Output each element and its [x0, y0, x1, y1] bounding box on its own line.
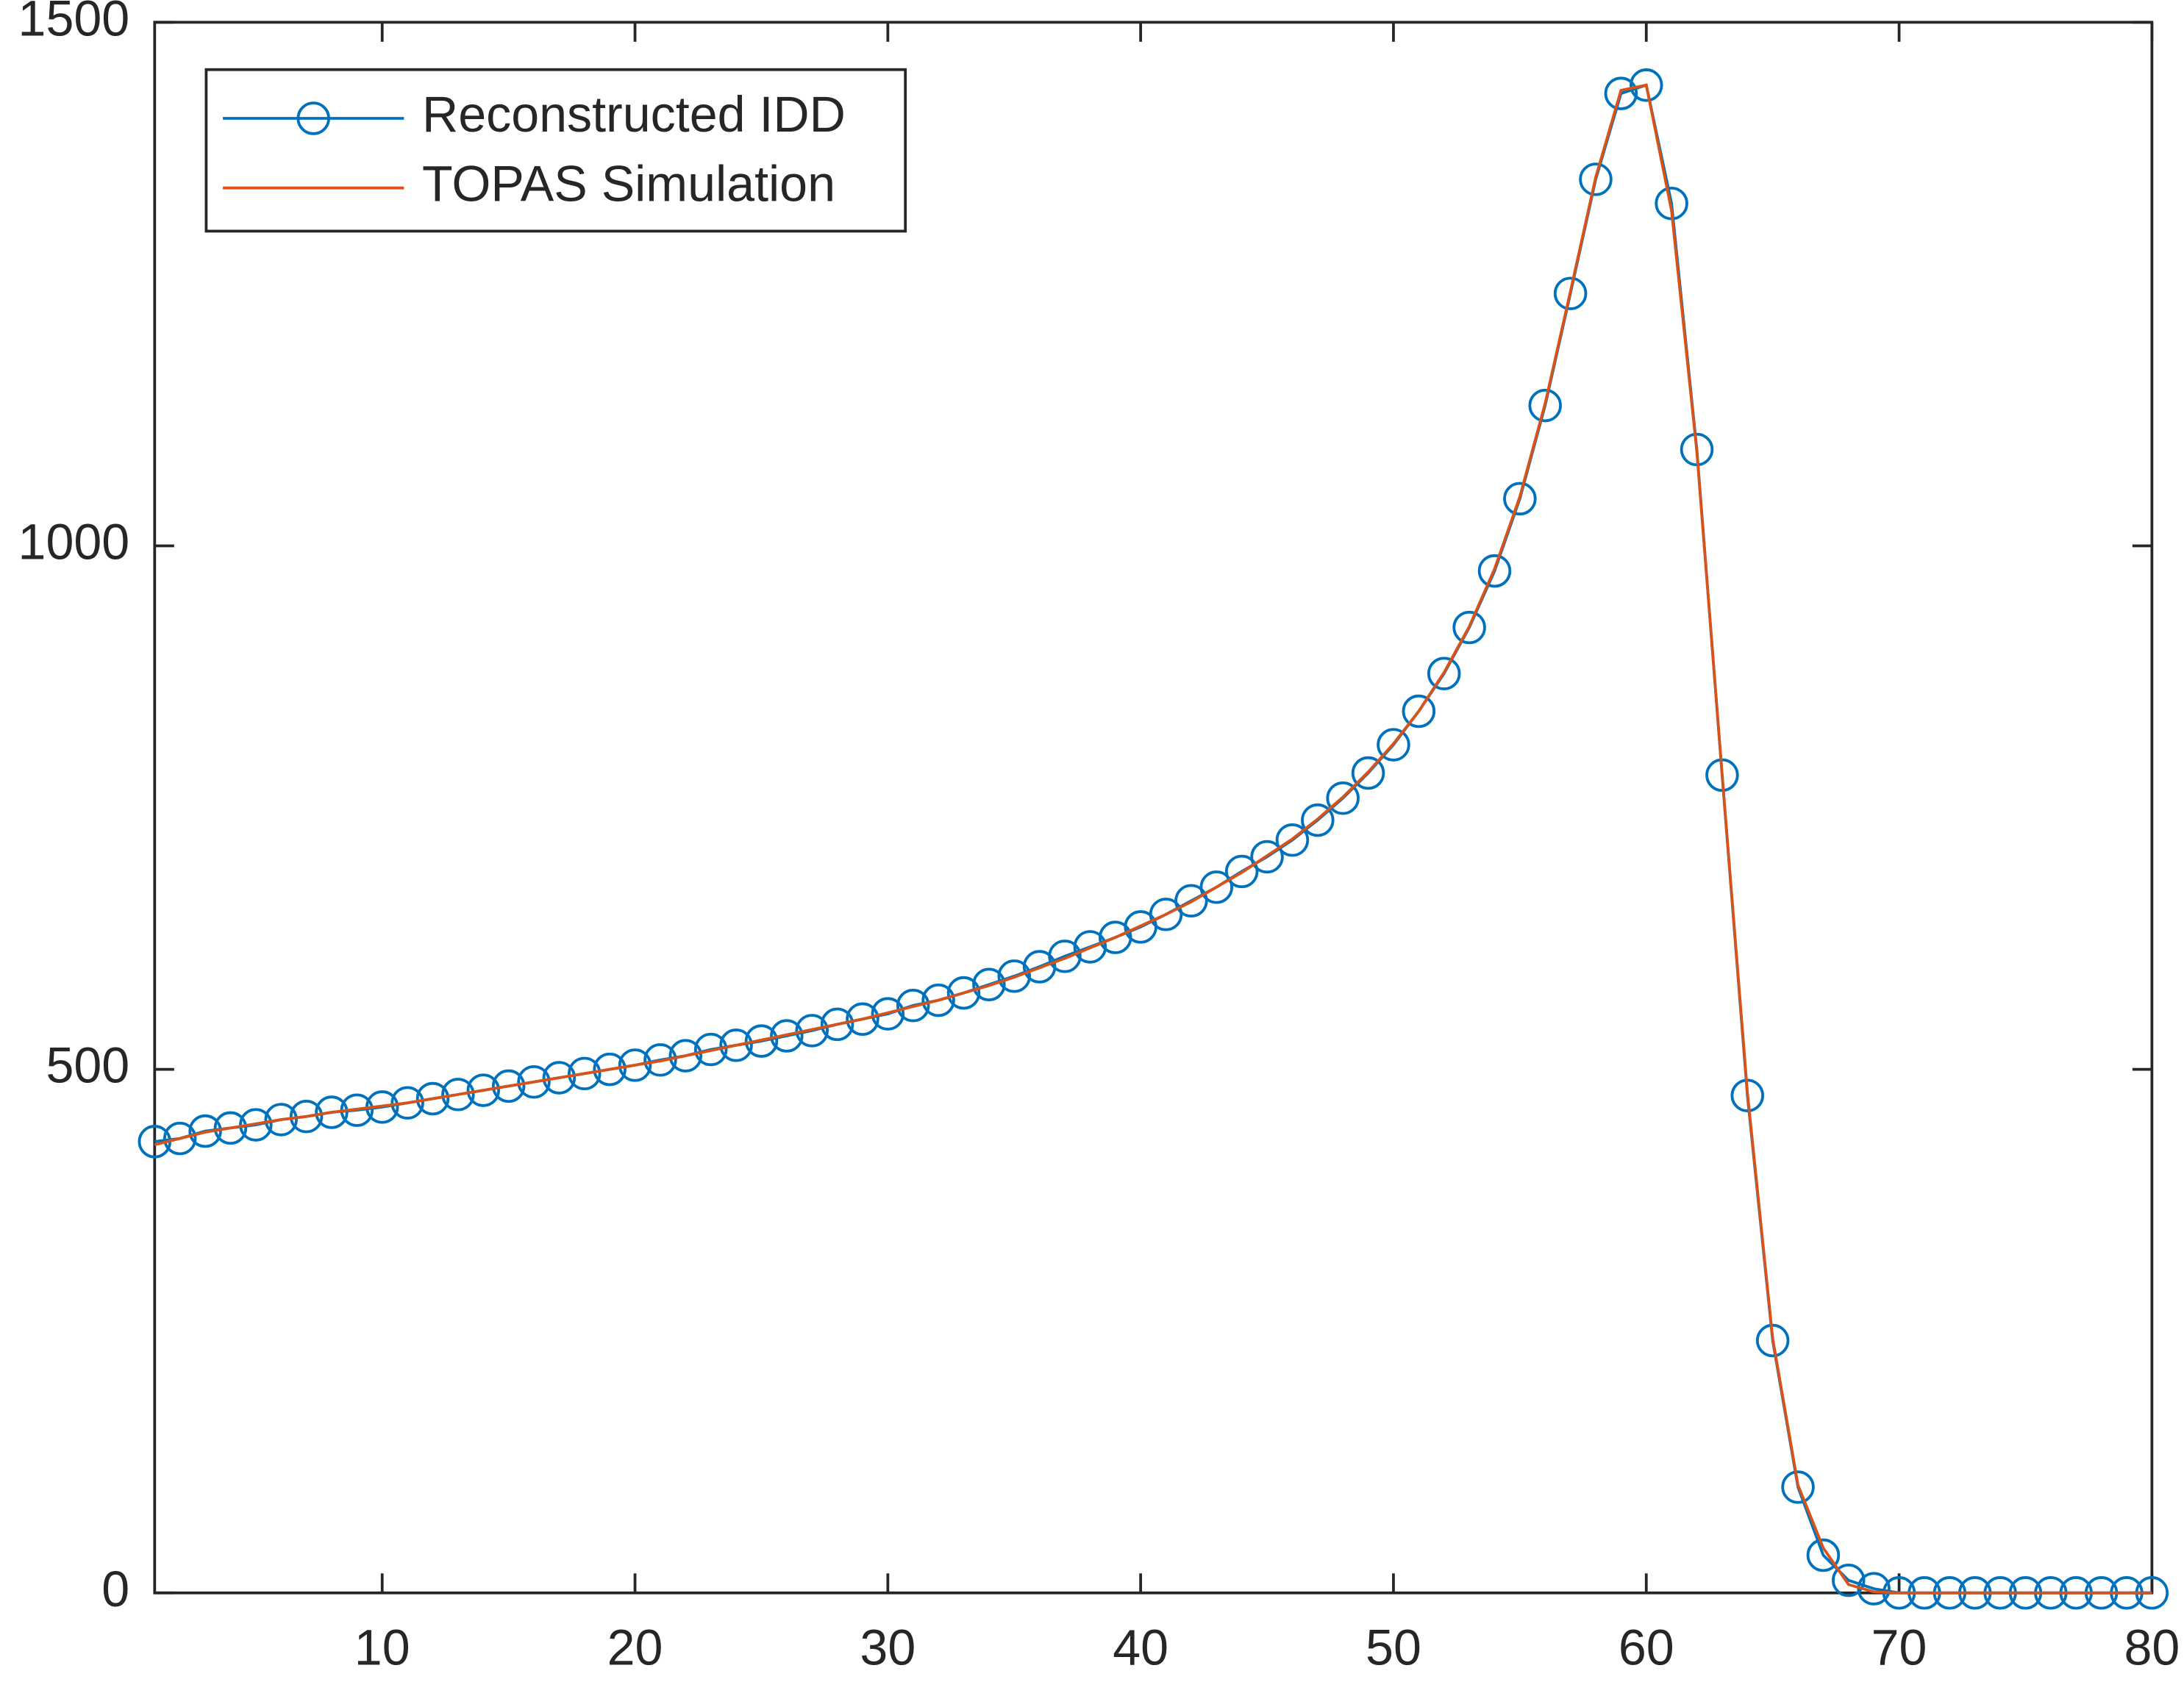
marker: [441, 1078, 475, 1112]
marker: [1832, 1563, 1866, 1597]
marker: [466, 1073, 500, 1107]
marker: [1250, 840, 1284, 874]
marker: [390, 1086, 424, 1120]
marker: [1149, 898, 1183, 931]
marker: [618, 1048, 652, 1082]
marker: [491, 1069, 526, 1103]
marker: [1452, 610, 1486, 645]
marker: [997, 959, 1031, 993]
x-tick-label: 40: [1113, 1620, 1168, 1675]
marker: [1199, 870, 1234, 904]
marker: [1351, 756, 1385, 790]
marker: [568, 1056, 602, 1091]
marker: [315, 1095, 349, 1129]
marker: [1275, 823, 1310, 857]
legend-label: TOPAS Simulation: [422, 157, 835, 212]
marker: [1427, 656, 1461, 690]
marker: [1579, 162, 1613, 196]
marker: [1301, 803, 1335, 837]
marker: [593, 1052, 627, 1087]
marker: [239, 1108, 273, 1142]
marker: [1806, 1538, 1841, 1572]
x-tick-label: 60: [1619, 1620, 1674, 1675]
x-tick-label: 80: [2124, 1620, 2180, 1675]
marker: [542, 1061, 577, 1095]
legend-marker: [296, 101, 330, 135]
marker: [946, 976, 981, 1010]
marker: [517, 1064, 551, 1099]
marker: [1630, 68, 1663, 102]
marker: [1174, 884, 1208, 918]
marker: [846, 1002, 879, 1036]
marker: [972, 967, 1006, 1001]
marker: [1781, 1470, 1815, 1504]
legend-box: [204, 68, 907, 233]
marker: [1604, 76, 1638, 110]
y-tick-label: 500: [46, 1038, 129, 1094]
x-tick-label: 20: [607, 1620, 663, 1675]
marker: [1326, 781, 1360, 815]
marker: [1377, 728, 1410, 762]
marker: [896, 989, 930, 1023]
marker: [264, 1103, 298, 1137]
marker: [744, 1024, 779, 1058]
marker: [1477, 554, 1512, 588]
marker: [1224, 854, 1259, 889]
x-tick-label: 70: [1871, 1620, 1927, 1675]
marker: [820, 1007, 854, 1042]
series-line: [154, 83, 2152, 1595]
x-tick-label: 50: [1366, 1620, 1421, 1675]
marker: [1073, 930, 1107, 964]
marker: [1503, 482, 1537, 516]
marker: [289, 1099, 324, 1134]
marker: [643, 1043, 677, 1077]
marker: [1048, 940, 1082, 973]
y-tick-label: 1500: [18, 0, 130, 46]
plot-frame: [153, 21, 2154, 1595]
marker: [415, 1081, 450, 1116]
marker: [668, 1039, 703, 1073]
y-tick-label: 1000: [18, 514, 130, 570]
x-tick-label: 30: [860, 1620, 916, 1675]
marker: [921, 983, 955, 1017]
marker: [1553, 276, 1588, 310]
y-tick-label: 0: [101, 1561, 129, 1617]
x-tick-label: 10: [354, 1620, 410, 1675]
marker: [213, 1111, 248, 1145]
marker: [163, 1121, 197, 1156]
marker: [188, 1114, 222, 1148]
legend-label: Reconstructed IDD: [422, 87, 846, 143]
marker: [1528, 388, 1562, 423]
marker: [693, 1032, 728, 1067]
marker: [770, 1019, 804, 1053]
marker: [795, 1014, 829, 1048]
marker: [719, 1028, 753, 1062]
marker: [871, 997, 905, 1031]
marker: [1402, 694, 1436, 729]
